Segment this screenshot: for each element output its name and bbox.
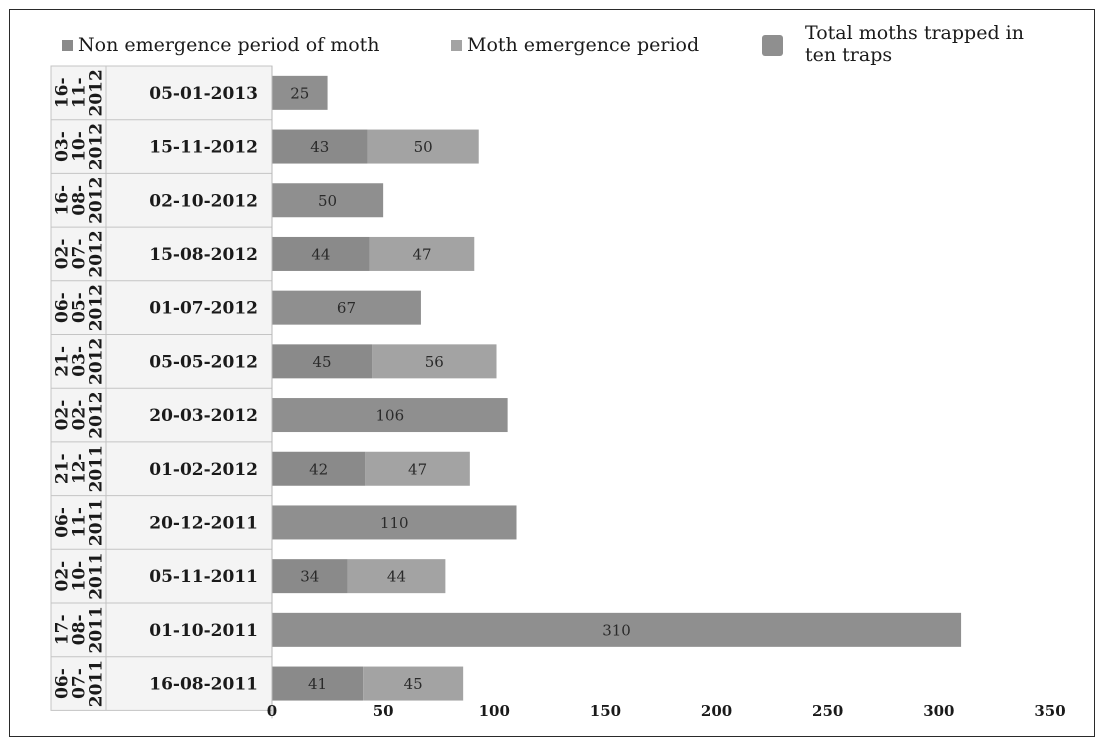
bar-segment [365,451,470,486]
x-tick-label: 50 [373,702,394,720]
bar-segment [272,236,370,271]
bar-segment [272,666,364,701]
data-label: 44 [311,245,330,263]
category-outer-label: 02-02-2012 [53,391,107,438]
legend: Non emergence period of moth Moth emergen… [62,22,1024,66]
legend-swatch [62,40,73,51]
category-outer-label: 16-11-2012 [53,69,107,116]
category-inner-label: 01-10-2011 [149,621,258,641]
category-outer-label: 06-07-2011 [53,660,107,707]
x-tick-label: 100 [479,702,510,720]
data-label: 56 [425,353,444,371]
x-tick-label: 350 [1034,702,1065,720]
x-tick-label: 200 [701,702,732,720]
data-label: 310 [602,621,631,639]
category-outer-label: 02-10-2011 [53,552,107,599]
data-label: 50 [414,138,433,156]
category-outer-label: 06-05-2012 [53,284,107,331]
x-tick-label: 150 [590,702,621,720]
category-outer-label: 21-03-2012 [53,338,107,385]
x-axis: 0 50 100 150 200 250 300 350 [267,66,1066,720]
bar-segment [272,559,348,594]
x-tick-label: 250 [812,702,843,720]
category-outer-label: 21-12-2011 [53,445,107,492]
data-label: 25 [290,84,309,102]
chart-container: Non emergence period of moth Moth emergen… [9,9,1095,737]
bar-segment [272,344,373,379]
category-outer-label: 06-11-2011 [53,499,107,546]
bar-segment [272,451,366,486]
data-label: 110 [380,514,409,532]
category-outer-label: 16-08-2012 [53,177,107,224]
bar-segment [272,290,421,325]
bar-segment [272,398,508,433]
bar-chart: Non emergence period of moth Moth emergen… [50,22,1066,720]
category-inner-label: 05-05-2012 [149,352,258,372]
bar-segment [272,612,962,647]
category-inner-label: 02-10-2012 [149,191,258,211]
data-label: 44 [387,568,406,586]
bar-segment [367,129,479,164]
legend-swatch [762,35,783,56]
category-inner-label: 01-02-2012 [149,460,258,480]
bar-segment [272,183,384,218]
data-label: 45 [312,353,331,371]
category-inner-label: 20-03-2012 [149,406,258,426]
category-outer-label: 02-07-2012 [53,230,107,277]
data-label: 43 [310,138,329,156]
data-label: 41 [308,675,327,693]
category-inner-label: 15-11-2012 [149,138,258,158]
category-outer-label: 17-08-2011 [53,606,107,653]
category-inner-label: 05-11-2011 [149,567,258,587]
bars-group: 25 43 50 50 44 47 67 45 56 106 42 47 110 34 44 310 41 45 [272,75,962,701]
bar-segment [369,236,475,271]
legend-label: Non emergence period of moth [78,34,380,56]
category-outer-label: 03-10-2012 [53,123,107,170]
bar-segment [272,75,328,110]
bar-segment [347,559,446,594]
category-inner-label: 20-12-2011 [149,513,258,533]
legend-label: Moth emergence period [467,34,699,56]
data-label: 47 [408,460,427,478]
data-label: 67 [337,299,356,317]
category-header: 16-11-2012 05-01-2013 03-10-2012 15-11-2012… [50,65,273,711]
bar-segment [272,129,368,164]
x-tick-label: 300 [923,702,954,720]
x-tick-label: 0 [267,702,277,720]
data-label: 106 [375,407,404,425]
category-inner-label: 05-01-2013 [149,84,258,104]
data-label: 47 [412,245,431,263]
data-label: 50 [318,192,337,210]
bar-segment [272,505,517,540]
category-inner-label: 16-08-2011 [149,675,258,695]
legend-label: Total moths trapped in ten traps [805,22,1024,66]
data-label: 42 [309,460,328,478]
category-inner-label: 01-07-2012 [149,299,258,319]
legend-swatch [451,40,462,51]
data-label: 45 [404,675,423,693]
bar-segment [363,666,464,701]
data-label: 34 [300,568,319,586]
category-inner-label: 15-08-2012 [149,245,258,265]
bar-segment [372,344,497,379]
